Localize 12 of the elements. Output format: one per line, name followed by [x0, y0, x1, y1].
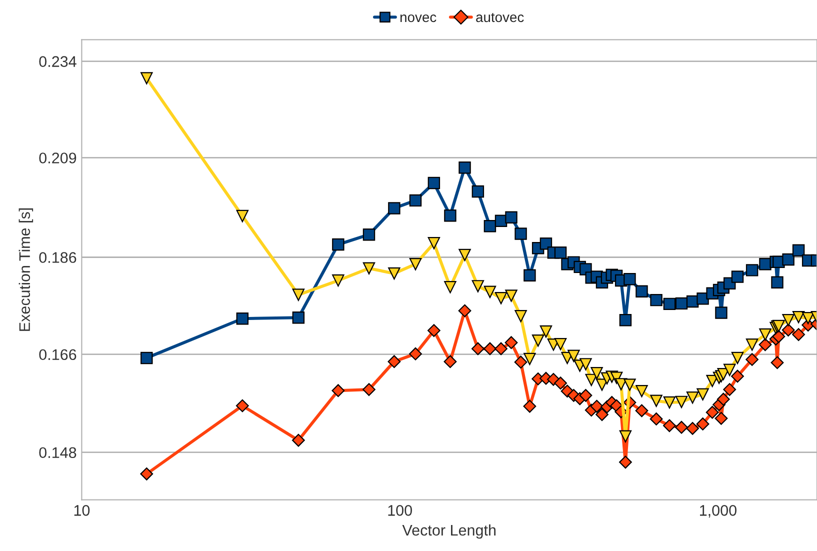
y-tick-label: 0.166 [39, 349, 76, 360]
legend-label: novec [400, 14, 436, 22]
y-axis-title: Execution Time [s] [18, 208, 34, 331]
y-tick-label: 0.209 [39, 152, 76, 164]
x-tick-label: 1,000 [700, 505, 736, 518]
y-tick-label: 0.148 [39, 447, 76, 458]
y-tick-label: 0.186 [39, 252, 76, 263]
x-tick-label: 10 [74, 505, 90, 516]
x-tick-label: 100 [388, 505, 412, 516]
y-tick-label: 0.234 [39, 56, 76, 67]
x-axis-title: Vector Length [402, 524, 496, 539]
legend-label: autovec [476, 13, 524, 22]
